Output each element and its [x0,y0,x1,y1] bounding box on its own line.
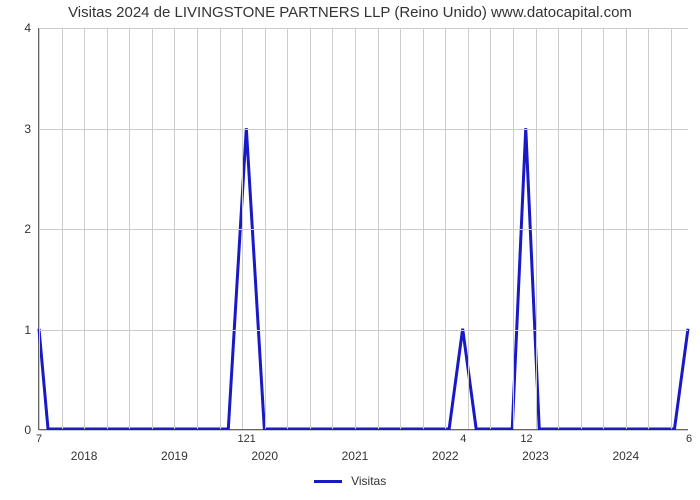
gridline-v-minor [332,28,333,429]
gridline-v-major [84,28,85,429]
gridline-v-minor [603,28,604,429]
data-value-label: 7 [36,429,42,445]
xtick-label: 2024 [612,429,639,463]
gridline-h [39,28,688,29]
gridline-h [39,229,688,230]
gridline-v-minor [490,28,491,429]
ytick-label: 4 [24,21,39,35]
gridline-v-major [626,28,627,429]
gridline-v-minor [468,28,469,429]
gridline-v-minor [152,28,153,429]
ytick-label: 1 [24,323,39,337]
data-value-label: 4 [460,429,466,445]
data-value-label: 6 [686,429,692,445]
legend: Visitas [0,474,700,488]
gridline-h [39,129,688,130]
gridline-v-major [445,28,446,429]
gridline-v-minor [513,28,514,429]
gridline-v-minor [39,28,40,429]
legend-swatch [314,480,342,483]
chart-title: Visitas 2024 de LIVINGSTONE PARTNERS LLP… [0,4,700,21]
xtick-label: 2022 [432,429,459,463]
gridline-v-minor [220,28,221,429]
gridline-v-minor [671,28,672,429]
ytick-label: 3 [24,122,39,136]
gridline-v-minor [581,28,582,429]
xtick-label: 2019 [161,429,188,463]
gridline-v-major [355,28,356,429]
gridline-v-minor [648,28,649,429]
gridline-v-minor [558,28,559,429]
data-value-label: 12 [520,429,532,445]
gridline-v-minor [242,28,243,429]
gridline-v-minor [310,28,311,429]
xtick-label: 2018 [71,429,98,463]
gridline-v-minor [400,28,401,429]
gridline-v-minor [423,28,424,429]
gridline-v-major [265,28,266,429]
xtick-label: 2021 [342,429,369,463]
ytick-label: 2 [24,222,39,236]
gridline-v-minor [62,28,63,429]
gridline-v-minor [378,28,379,429]
gridline-v-major [536,28,537,429]
plot-area: 0123420182019202020212022202320247121412… [38,28,688,430]
chart-container: Visitas 2024 de LIVINGSTONE PARTNERS LLP… [0,0,700,500]
series-line [39,128,688,429]
gridline-v-minor [197,28,198,429]
gridline-v-minor [129,28,130,429]
gridline-h [39,330,688,331]
gridline-v-minor [287,28,288,429]
gridline-v-major [174,28,175,429]
legend-label: Visitas [351,474,386,488]
gridline-v-minor [107,28,108,429]
data-value-label: 121 [237,429,255,445]
